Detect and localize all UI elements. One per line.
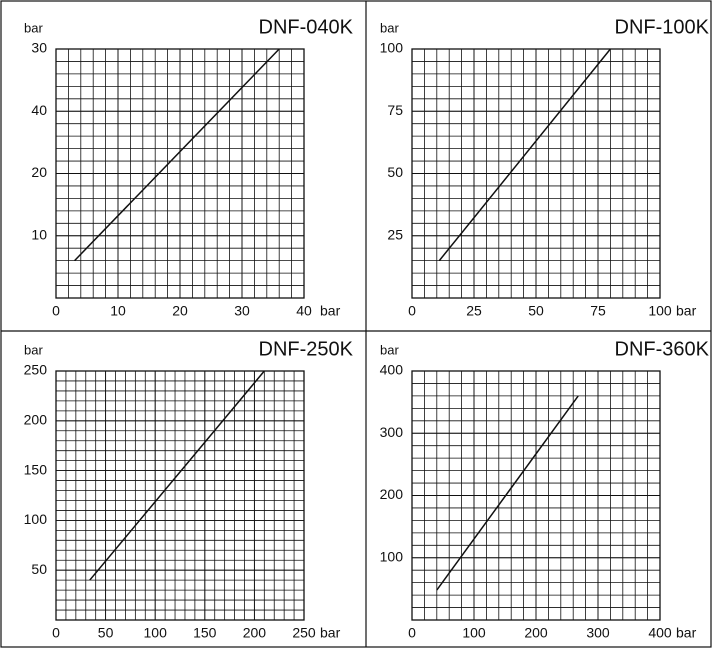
x-tick-label: 10 xyxy=(110,303,126,319)
y-axis-label: bar xyxy=(24,20,43,35)
chart-title: DNF-360K xyxy=(615,338,710,360)
x-tick-label: 0 xyxy=(52,303,60,319)
y-tick-label: 20 xyxy=(31,164,47,180)
y-tick-label: 150 xyxy=(24,461,48,477)
x-tick-label: 100 xyxy=(462,625,486,641)
y-tick-label: 400 xyxy=(380,362,404,378)
x-axis-label: bar xyxy=(320,303,341,319)
x-tick-label: 400 xyxy=(648,625,672,641)
y-tick-label: 30 xyxy=(31,40,47,56)
y-tick-label: 25 xyxy=(387,226,403,242)
plot-frame xyxy=(55,48,305,299)
chart-title: DNF-250K xyxy=(259,338,354,360)
y-tick-label: 250 xyxy=(24,362,48,378)
y-tick-label: 200 xyxy=(24,412,48,428)
plot-frame xyxy=(411,370,661,621)
x-tick-label: 50 xyxy=(528,303,544,319)
x-tick-label: 30 xyxy=(234,303,250,319)
x-tick-label: 0 xyxy=(408,303,416,319)
x-tick-label: 20 xyxy=(172,303,188,319)
x-tick-label: 200 xyxy=(243,625,267,641)
y-tick-label: 50 xyxy=(387,164,403,180)
data-line xyxy=(436,395,579,591)
x-axis-label: bar xyxy=(676,625,697,641)
data-line xyxy=(74,48,280,262)
x-tick-label: 250 xyxy=(292,625,316,641)
chart-title: DNF-100K xyxy=(615,16,710,38)
x-axis-label: bar xyxy=(676,303,697,319)
y-tick-label: 10 xyxy=(31,226,47,242)
y-tick-label: 300 xyxy=(380,424,404,440)
x-tick-label: 200 xyxy=(524,625,548,641)
y-tick-label: 50 xyxy=(31,561,47,577)
plot-frame xyxy=(411,48,661,299)
y-tick-label: 200 xyxy=(380,486,404,502)
chart-title: DNF-040K xyxy=(259,16,354,38)
y-tick-label: 75 xyxy=(387,102,403,118)
data-line xyxy=(89,370,265,581)
y-axis-label: bar xyxy=(24,342,43,357)
y-tick-label: 100 xyxy=(380,548,404,564)
plot-frame xyxy=(55,370,305,621)
y-axis-label: bar xyxy=(380,342,399,357)
y-tick-label: 100 xyxy=(380,40,404,56)
x-tick-label: 0 xyxy=(408,625,416,641)
x-tick-label: 150 xyxy=(193,625,217,641)
y-axis-label: bar xyxy=(380,20,399,35)
y-tick-label: 100 xyxy=(24,511,48,527)
x-tick-label: 40 xyxy=(296,303,312,319)
x-tick-label: 300 xyxy=(586,625,610,641)
x-tick-label: 100 xyxy=(648,303,672,319)
data-line xyxy=(438,48,611,262)
x-tick-label: 75 xyxy=(590,303,606,319)
y-tick-label: 40 xyxy=(31,102,47,118)
x-axis-label: bar xyxy=(320,625,341,641)
x-tick-label: 50 xyxy=(98,625,114,641)
x-tick-label: 0 xyxy=(52,625,60,641)
x-tick-label: 25 xyxy=(466,303,482,319)
x-tick-label: 100 xyxy=(144,625,168,641)
